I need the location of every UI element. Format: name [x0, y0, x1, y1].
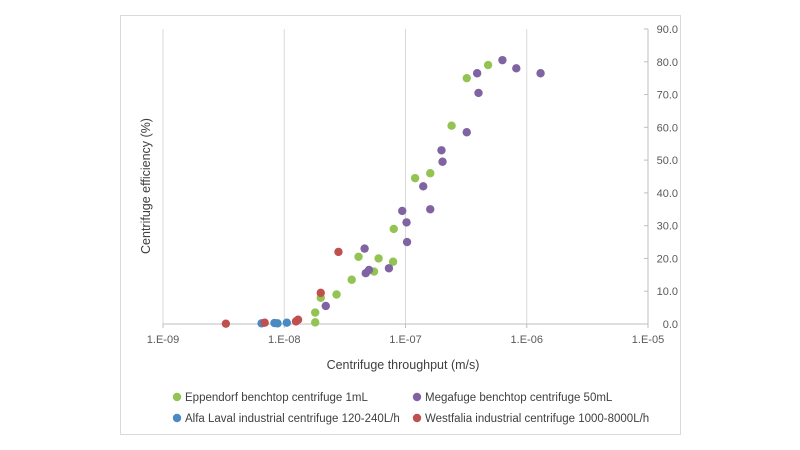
data-point [354, 252, 363, 262]
y-tick-label: 40.0 [657, 188, 678, 200]
data-point [389, 224, 398, 234]
series-1 [311, 60, 493, 327]
data-point [360, 244, 369, 253]
data-point [512, 64, 521, 73]
y-tick-label: 10.0 [657, 286, 678, 298]
data-point [474, 88, 483, 98]
x-tick-label: 1.E-06 [511, 334, 543, 346]
legend-entry: Westfalia industrial centrifuge 1000-800… [412, 413, 649, 425]
legend-entry: Alfa Laval industrial centrifuge 120-240… [172, 413, 400, 425]
legend-entry: Eppendorf benchtop centrifuge 1mL [172, 392, 368, 404]
data-point [260, 318, 269, 327]
data-point [483, 60, 493, 70]
data-point [347, 275, 356, 284]
data-point [221, 319, 231, 328]
x-axis-ticks: 1.E-09 1.E-08 1.E-07 1.E-06 1.E-05 [147, 324, 664, 346]
data-points [221, 55, 545, 328]
data-point [426, 205, 435, 214]
data-point [447, 121, 456, 130]
data-point [282, 318, 292, 327]
gridlines [162, 29, 649, 324]
series-4 [221, 247, 343, 328]
y-tick-label: 60.0 [657, 122, 678, 134]
y-tick-label: 30.0 [657, 221, 678, 233]
scatter-chart: 1.E-09 1.E-08 1.E-07 1.E-06 1.E-05 0.0 10.0 20… [139, 24, 678, 425]
legend-entry: Megafuge benchtop centrifuge 50mL [412, 392, 613, 404]
data-point [402, 237, 412, 247]
y-axis-ticks: 0.0 10.0 20.0 30.0 40.0 50.0 60.0 70.0 80.0 90.0 [644, 24, 678, 331]
data-point [316, 288, 325, 298]
y-axis-title: Centrifuge efficiency (%) [139, 118, 153, 254]
data-point [311, 318, 320, 327]
data-point [472, 69, 482, 78]
y-tick-label: 90.0 [657, 24, 678, 36]
data-point [332, 290, 341, 299]
data-point [438, 157, 447, 166]
y-tick-label: 80.0 [657, 57, 678, 69]
legend: Eppendorf benchtop centrifuge 1mL Megafug… [172, 392, 649, 425]
y-tick-label: 20.0 [657, 253, 678, 265]
legend-label: Eppendorf benchtop centrifuge 1mL [185, 392, 368, 404]
x-tick-label: 1.E-07 [389, 334, 421, 346]
data-point [402, 218, 411, 227]
data-point [398, 206, 407, 216]
data-point [419, 182, 428, 191]
legend-marker [412, 392, 422, 402]
data-point [426, 169, 435, 178]
data-point [498, 55, 507, 65]
data-point [273, 319, 282, 328]
y-tick-label: 50.0 [657, 155, 678, 167]
data-point [462, 128, 471, 137]
data-point [384, 264, 394, 273]
data-point [311, 308, 320, 317]
data-point [536, 69, 545, 78]
data-point [437, 146, 446, 155]
legend-label: Alfa Laval industrial centrifuge 120-240… [185, 413, 400, 425]
x-axis-title: Centrifuge throughput (m/s) [327, 358, 480, 372]
data-point [293, 315, 303, 324]
x-tick-label: 1.E-08 [268, 334, 300, 346]
data-point [388, 257, 398, 266]
x-tick-label: 1.E-05 [632, 334, 664, 346]
data-point [334, 247, 343, 257]
legend-marker [172, 413, 182, 423]
legend-marker [172, 392, 182, 402]
data-point [410, 173, 420, 183]
y-tick-label: 0.0 [663, 319, 678, 331]
chart-frame: 1.E-09 1.E-08 1.E-07 1.E-06 1.E-05 0.0 10.0 20… [120, 15, 681, 435]
x-tick-label: 1.E-09 [147, 334, 179, 346]
legend-label: Westfalia industrial centrifuge 1000-800… [425, 413, 649, 425]
data-point [374, 254, 383, 263]
series-2 [321, 55, 545, 311]
legend-marker [412, 413, 422, 423]
data-point [321, 301, 330, 311]
y-tick-label: 70.0 [657, 90, 678, 102]
legend-label: Megafuge benchtop centrifuge 50mL [425, 392, 613, 404]
data-point [462, 73, 471, 83]
data-point [364, 265, 374, 275]
